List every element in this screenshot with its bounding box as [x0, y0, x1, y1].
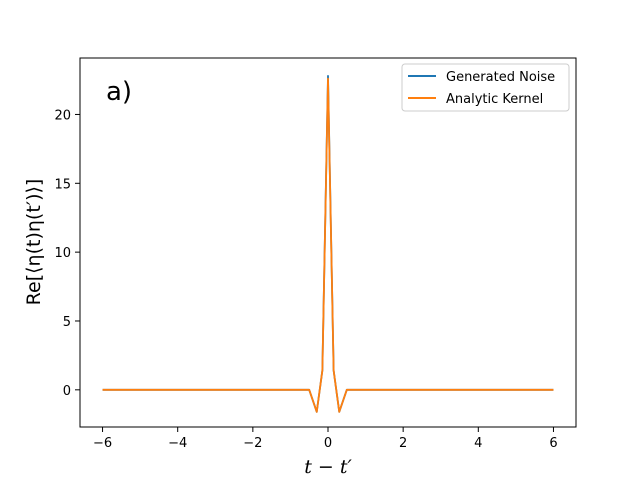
y-tick-label: 10 — [54, 246, 71, 261]
legend-entry-generated-noise: Generated Noise — [446, 70, 555, 85]
x-axis-label: t − t′ — [304, 456, 352, 478]
x-tick-label: −2 — [243, 436, 262, 451]
y-tick-label: 5 — [63, 315, 71, 330]
y-tick-label: 15 — [54, 177, 71, 192]
y-axis-ticks: 0 5 10 15 20 — [54, 108, 80, 399]
legend-box — [401, 63, 570, 112]
y-tick-label: 0 — [63, 384, 71, 399]
panel-label: a) — [106, 77, 132, 107]
legend: Generated Noise Analytic Kernel — [401, 63, 570, 112]
x-tick-label: 6 — [549, 436, 557, 451]
x-tick-label: 0 — [324, 436, 332, 451]
x-tick-label: −6 — [93, 436, 112, 451]
y-tick-label: 20 — [54, 108, 71, 123]
series-layer — [102, 75, 554, 413]
x-axis-ticks: −6 −4 −2 0 2 4 6 — [93, 427, 558, 451]
legend-entry-analytic-kernel: Analytic Kernel — [446, 92, 543, 107]
x-tick-label: 2 — [399, 436, 407, 451]
series-line-analytic-kernel — [102, 77, 554, 413]
series-line-generated-noise — [102, 75, 554, 413]
y-axis-label: Re[⟨η(t)η(t′)⟩] — [23, 179, 45, 306]
x-tick-label: −4 — [168, 436, 187, 451]
x-tick-label: 4 — [474, 436, 482, 451]
